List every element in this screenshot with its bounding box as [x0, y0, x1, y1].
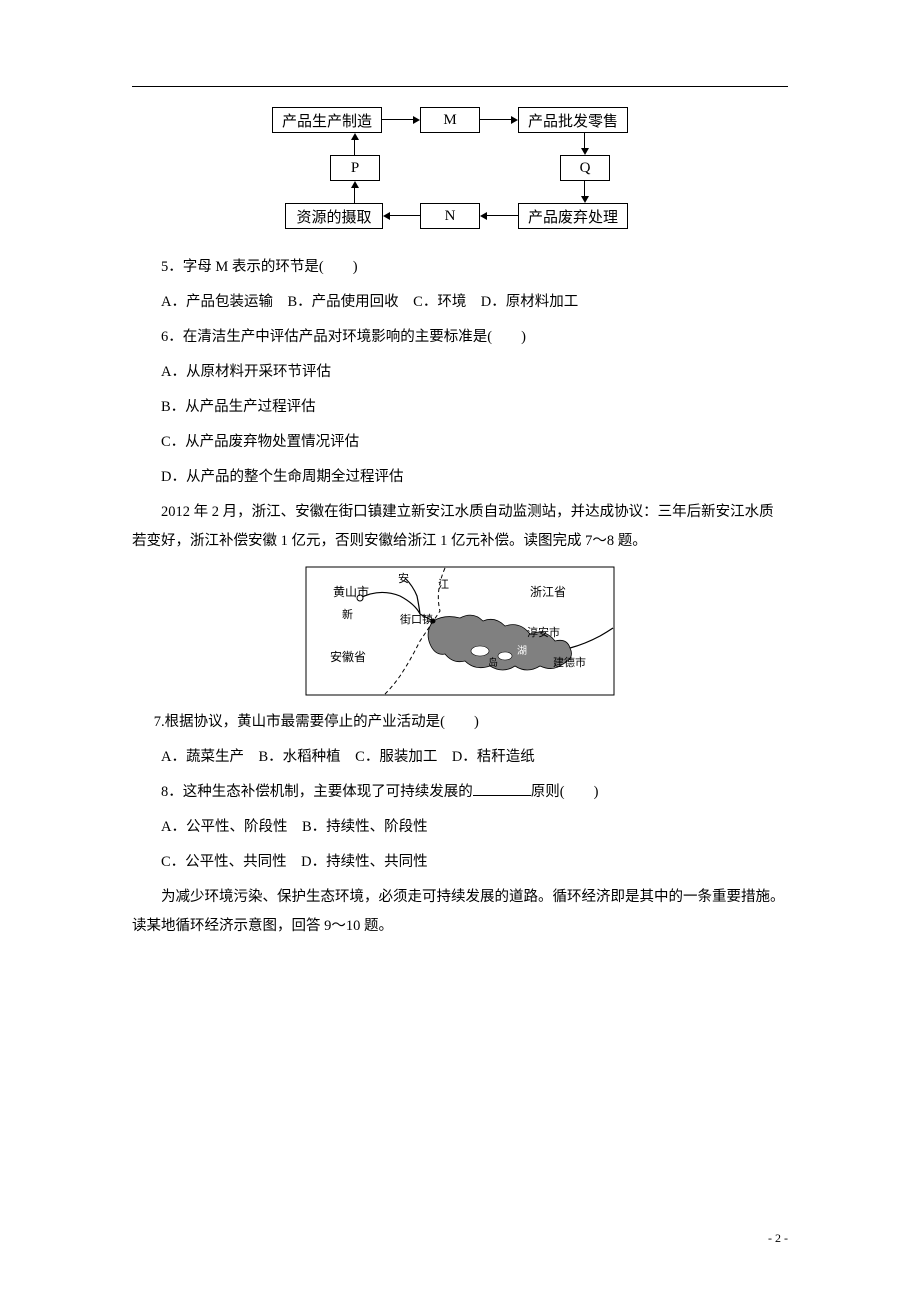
arrow-head	[511, 116, 518, 124]
arrow-head	[351, 133, 359, 140]
page-content: 产品生产制造 M 产品批发零售 P Q 资源的摄取 N 产品废弃处理	[132, 105, 788, 947]
q5-options: A．产品包装运输 B．产品使用回收 C．环境 D．原材料加工	[132, 288, 788, 317]
box-bot-left: 资源的摄取	[285, 203, 383, 229]
label-hu: 湖	[517, 645, 527, 657]
q8-opts-ab: A．公平性、阶段性 B．持续性、阶段性	[132, 813, 788, 842]
q8-stem-post: 原则( )	[531, 784, 599, 800]
label-xin: 新	[342, 607, 353, 621]
label-jiang: 江	[438, 578, 449, 591]
label-jiekou: 街口镇	[400, 612, 433, 626]
arrow-head	[413, 116, 420, 124]
arrow	[390, 215, 420, 216]
arrow-head	[351, 181, 359, 188]
arrow	[584, 133, 585, 148]
map-figure: 黄山市 新 安 江 街口镇 安徽省 浙江省 淳安市 建德市 岛 湖	[305, 566, 615, 696]
q8-stem-pre: 8．这种生态补偿机制，主要体现了可持续发展的	[161, 784, 473, 800]
flowchart-diagram: 产品生产制造 M 产品批发零售 P Q 资源的摄取 N 产品废弃处理	[270, 105, 650, 235]
arrow	[584, 181, 585, 196]
label-huangshan: 黄山市	[333, 584, 369, 599]
label-chunan: 淳安市	[527, 625, 560, 639]
box-label: M	[443, 112, 456, 129]
arrow	[354, 188, 355, 203]
box-mid-right: Q	[560, 155, 610, 181]
arrow-head	[581, 196, 589, 203]
arrow	[487, 215, 518, 216]
blank-line	[473, 783, 531, 796]
island	[498, 652, 512, 660]
arrow-head	[480, 212, 487, 220]
header-rule	[132, 86, 788, 87]
passage-1: 2012 年 2 月，浙江、安徽在街口镇建立新安江水质自动监测站，并达成协议：三…	[132, 498, 788, 556]
box-bot-mid: N	[420, 203, 480, 229]
box-label: 产品废弃处理	[528, 206, 618, 227]
box-bot-right: 产品废弃处理	[518, 203, 628, 229]
q7-stem: 7.根据协议，黄山市最需要停止的产业活动是( )	[132, 708, 788, 737]
q6-opt-c: C．从产品废弃物处置情况评估	[132, 428, 788, 457]
q8-opts-cd: C．公平性、共同性 D．持续性、共同性	[132, 848, 788, 877]
arrow	[354, 140, 355, 155]
box-label: N	[445, 208, 456, 225]
q6-opt-d: D．从产品的整个生命周期全过程评估	[132, 463, 788, 492]
label-jiande: 建德市	[553, 655, 586, 669]
arrow-head	[581, 148, 589, 155]
box-label: Q	[580, 160, 591, 177]
arrow-head	[383, 212, 390, 220]
box-label: 资源的摄取	[296, 206, 371, 227]
box-top-mid: M	[420, 107, 480, 133]
q7-options: A．蔬菜生产 B．水稻种植 C．服装加工 D．秸秆造纸	[132, 743, 788, 772]
box-top-left: 产品生产制造	[272, 107, 382, 133]
label-zhejiang: 浙江省	[530, 585, 566, 599]
arrow	[480, 119, 511, 120]
q6-opt-b: B．从产品生产过程评估	[132, 393, 788, 422]
label-anhui: 安徽省	[330, 649, 366, 664]
arrow	[382, 119, 413, 120]
label-an: 安	[398, 571, 409, 585]
box-label: P	[351, 160, 359, 177]
q6-stem: 6．在清洁生产中评估产品对环境影响的主要标准是( )	[132, 323, 788, 352]
lake	[428, 615, 571, 670]
box-mid-left: P	[330, 155, 380, 181]
q8-stem: 8．这种生态补偿机制，主要体现了可持续发展的 原则( )	[132, 778, 788, 807]
page-number: - 2 -	[768, 1231, 788, 1246]
label-dao: 岛	[488, 656, 498, 669]
q5-stem: 5．字母 M 表示的环节是( )	[132, 253, 788, 282]
island	[471, 646, 489, 656]
box-label: 产品批发零售	[528, 110, 618, 131]
box-top-right: 产品批发零售	[518, 107, 628, 133]
passage-2: 为减少环境污染、保护生态环境，必须走可持续发展的道路。循环经济即是其中的一条重要…	[132, 883, 788, 941]
box-label: 产品生产制造	[282, 110, 372, 131]
river-outflow	[570, 628, 613, 648]
q6-opt-a: A．从原材料开采环节评估	[132, 358, 788, 387]
